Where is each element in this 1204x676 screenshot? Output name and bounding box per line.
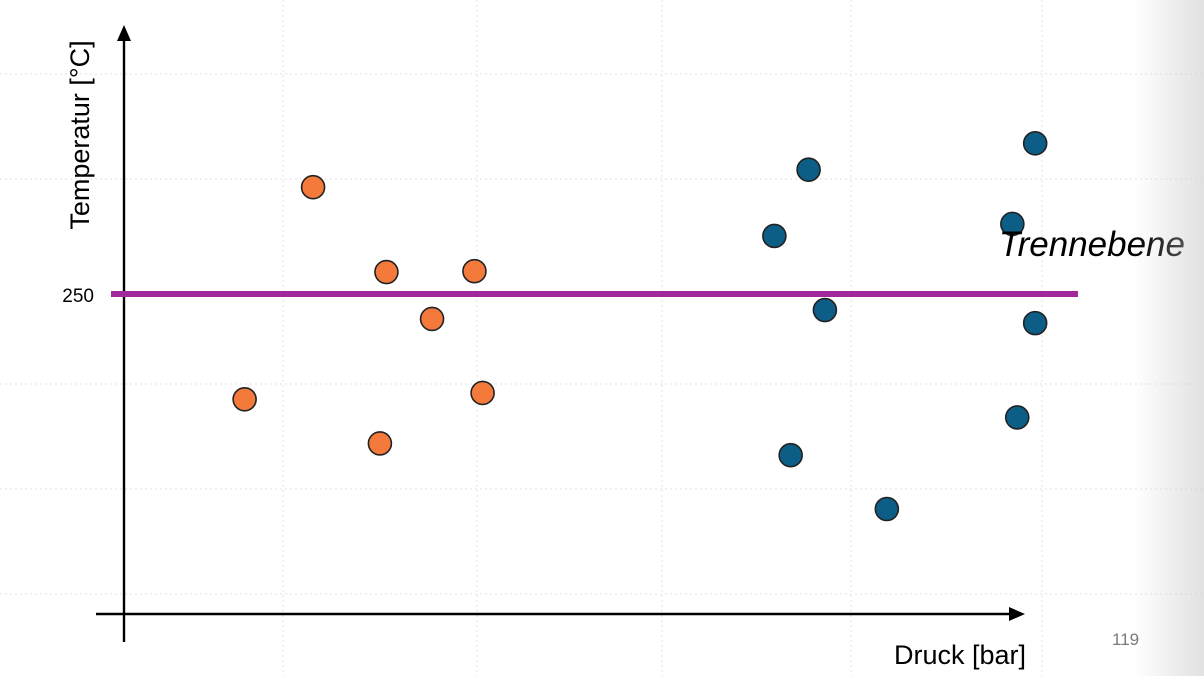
page-number: 119 [1112,630,1140,649]
data-point-orange [232,386,257,412]
y-axis-label: Temperatur [°C] [65,40,95,229]
data-point-orange [470,380,495,406]
data-point-orange [374,259,399,285]
x-axis-label: Druck [bar] [894,640,1026,670]
data-point-blue [812,297,838,323]
y-tick-label: 250 [62,286,94,307]
axes [96,25,1025,642]
data-point-blue [778,442,803,468]
data-point-orange [367,431,393,456]
data-points [232,131,1048,522]
data-point-blue [796,157,821,183]
data-point-blue [874,496,900,522]
data-point-blue [1000,211,1025,237]
data-point-blue [1004,405,1030,430]
x-axis-arrow [1009,607,1025,621]
data-point-orange [419,306,445,332]
data-point-blue [762,223,787,249]
slide-edge-shadow [1134,0,1204,676]
y-axis-arrow [117,25,131,41]
data-point-orange [462,258,487,284]
data-point-orange [300,174,326,200]
data-point-blue [1022,131,1048,156]
data-point-blue [1022,310,1048,336]
